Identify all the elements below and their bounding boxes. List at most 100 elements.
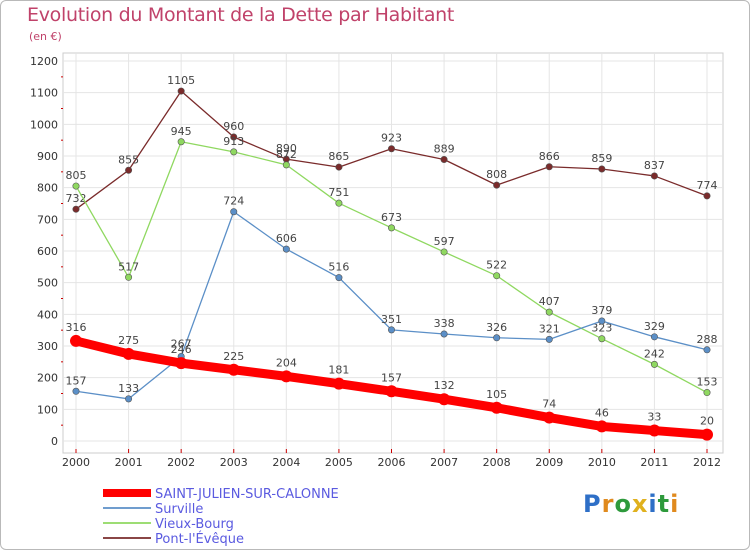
data-label: 132 xyxy=(434,379,455,392)
data-point xyxy=(387,326,395,334)
data-label: 33 xyxy=(647,411,661,424)
data-point xyxy=(230,208,238,216)
data-label: 321 xyxy=(539,322,560,335)
data-label: 20 xyxy=(700,415,714,428)
data-point xyxy=(282,161,290,169)
data-point xyxy=(122,347,135,360)
chart-unit: (en €) xyxy=(29,30,62,43)
data-point xyxy=(650,172,658,180)
chart-title: Evolution du Montant de la Dette par Hab… xyxy=(27,4,455,26)
data-label: 323 xyxy=(591,322,612,335)
data-label: 153 xyxy=(697,376,718,389)
data-point xyxy=(650,333,658,341)
x-tick-label: 2006 xyxy=(378,456,406,469)
data-label: 133 xyxy=(118,382,139,395)
data-point xyxy=(175,357,188,370)
x-tick-label: 2004 xyxy=(272,456,300,469)
y-tick-label: 1200 xyxy=(30,55,58,68)
data-label: 724 xyxy=(223,195,244,208)
proxiti-logo: Proxiti xyxy=(583,490,679,518)
data-label: 157 xyxy=(381,371,402,384)
data-point xyxy=(545,163,553,171)
legend-label: Surville xyxy=(155,502,203,517)
logo-letter: i xyxy=(670,490,680,518)
y-tick-label: 400 xyxy=(37,308,58,321)
data-label: 673 xyxy=(381,211,402,224)
data-label: 597 xyxy=(434,235,455,248)
data-label: 923 xyxy=(381,132,402,145)
y-tick-label: 1100 xyxy=(30,87,58,100)
data-label: 837 xyxy=(644,159,665,172)
data-label: 805 xyxy=(66,169,87,182)
data-label: 751 xyxy=(328,186,349,199)
y-tick-label: 0 xyxy=(51,435,58,448)
x-tick-label: 2000 xyxy=(62,456,90,469)
y-tick-label: 600 xyxy=(37,245,58,258)
data-point xyxy=(703,346,711,354)
data-point xyxy=(493,272,501,280)
logo-letter: t xyxy=(657,490,671,518)
data-point xyxy=(125,395,133,403)
data-label: 379 xyxy=(591,304,612,317)
data-label: 890 xyxy=(276,142,297,155)
data-label: 242 xyxy=(644,347,665,360)
x-tick-label: 2011 xyxy=(640,456,668,469)
data-point xyxy=(280,370,293,383)
data-point xyxy=(701,428,713,441)
data-label: 316 xyxy=(66,321,87,334)
data-label: 181 xyxy=(328,364,349,377)
data-point xyxy=(230,133,238,141)
logo-letter: P xyxy=(583,490,602,518)
y-tick-label: 1000 xyxy=(30,118,58,131)
data-label: 267 xyxy=(171,337,192,350)
y-tick-label: 100 xyxy=(37,403,58,416)
logo-letter: r xyxy=(601,490,615,518)
data-point xyxy=(598,165,606,173)
x-tick-label: 2012 xyxy=(693,456,721,469)
y-tick-label: 900 xyxy=(37,150,58,163)
data-label: 517 xyxy=(118,260,139,273)
x-tick-label: 2005 xyxy=(325,456,353,469)
logo-letter: o xyxy=(614,490,632,518)
data-label: 889 xyxy=(434,142,455,155)
y-tick-label: 300 xyxy=(37,340,58,353)
data-point xyxy=(440,248,448,256)
y-tick-label: 200 xyxy=(37,372,58,385)
y-tick-label: 800 xyxy=(37,182,58,195)
x-tick-label: 2001 xyxy=(115,456,143,469)
data-label: 275 xyxy=(118,334,139,347)
data-label: 288 xyxy=(697,333,718,346)
data-point xyxy=(125,166,133,174)
data-point xyxy=(493,181,501,189)
data-label: 855 xyxy=(118,153,139,166)
logo-letter: i xyxy=(648,490,658,518)
data-label: 913 xyxy=(223,135,244,148)
data-point xyxy=(72,182,80,190)
data-point xyxy=(177,138,185,146)
legend-label: Pont-l'Évêque xyxy=(155,531,244,547)
x-tick-label: 2009 xyxy=(535,456,563,469)
data-point xyxy=(230,148,238,156)
data-label: 872 xyxy=(276,148,297,161)
data-label: 516 xyxy=(328,261,349,274)
data-label: 945 xyxy=(171,125,192,138)
data-label: 326 xyxy=(486,321,507,334)
data-point xyxy=(703,192,711,200)
logo-letter: x xyxy=(631,490,649,518)
data-label: 204 xyxy=(276,356,297,369)
data-point xyxy=(335,163,343,171)
data-label: 859 xyxy=(591,152,612,165)
data-label: 774 xyxy=(697,179,718,192)
data-point xyxy=(335,199,343,207)
data-point xyxy=(490,401,503,414)
data-point xyxy=(650,360,658,368)
data-label: 1105 xyxy=(167,74,195,87)
data-point xyxy=(387,224,395,232)
data-point xyxy=(440,330,448,338)
data-label: 225 xyxy=(223,350,244,363)
data-point xyxy=(332,377,345,390)
x-tick-label: 2003 xyxy=(220,456,248,469)
x-tick-label: 2007 xyxy=(430,456,458,469)
data-point xyxy=(545,335,553,343)
